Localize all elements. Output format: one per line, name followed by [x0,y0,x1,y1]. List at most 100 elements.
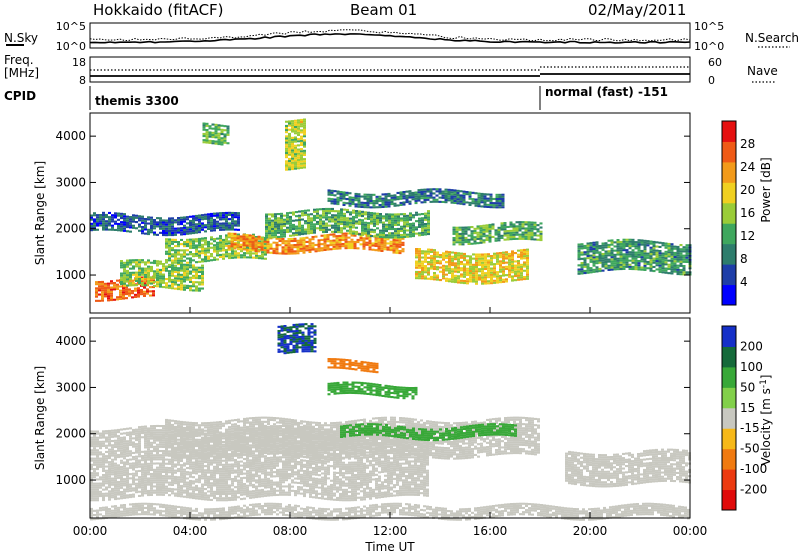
data-cell [205,122,209,125]
data-cell [174,465,177,468]
data-cell [387,205,391,208]
data-cell [207,432,210,435]
data-cell [376,223,379,226]
data-cell [150,218,153,221]
data-cell [123,278,126,281]
data-cell [219,245,222,248]
data-cell [147,280,150,283]
data-cell [634,261,638,264]
data-cell [344,236,348,239]
data-cell [248,244,252,247]
data-cell [685,252,689,255]
data-cell [398,252,402,255]
data-cell [159,439,162,442]
data-cell [634,264,638,267]
data-cell [442,266,445,269]
data-cell [412,228,415,231]
data-cell [619,247,623,250]
data-cell [331,207,334,210]
data-cell [226,127,230,130]
data-cell [494,239,498,242]
data-cell [658,260,662,263]
data-cell [331,230,334,233]
data-cell [210,486,213,489]
data-cell [517,278,520,281]
data-cell [304,228,307,231]
data-cell [174,231,177,234]
data-cell [392,247,396,250]
data-cell [108,496,111,499]
data-cell [117,487,120,490]
data-cell [108,467,111,470]
data-cell [430,275,433,278]
data-cell [333,198,337,201]
data-cell [598,251,602,254]
data-cell [292,232,295,235]
data-cell [442,269,445,272]
data-cell [300,137,303,140]
data-cell [156,493,159,496]
data-cell [210,492,213,495]
data-cell [174,259,177,262]
data-cell [524,229,528,232]
data-cell [397,227,400,230]
data-cell [183,226,186,229]
data-cell [260,248,264,251]
data-cell [577,270,581,273]
data-cell [302,247,306,250]
data-cell [93,228,96,231]
data-cell [90,459,93,462]
data-cell [99,459,102,462]
data-cell [111,483,114,486]
data-cell [105,457,108,460]
data-cell [526,252,529,255]
data-cell [168,481,171,484]
data-cell [518,233,522,236]
data-cell [183,274,186,277]
data-cell [392,249,396,252]
data-cell [222,253,225,256]
data-cell [123,488,126,491]
data-cell [223,125,227,128]
data-cell [265,236,268,239]
data-cell [386,238,390,241]
data-cell [388,213,391,216]
data-cell [274,234,277,237]
data-cell [90,449,93,452]
data-cell [586,267,590,270]
data-cell [159,219,162,222]
data-cell [198,260,201,263]
data-cell [297,167,300,170]
data-cell [156,272,159,275]
data-cell [177,486,180,489]
data-cell [640,260,644,263]
data-cell [141,492,144,495]
data-cell [505,274,508,277]
data-cell [171,255,174,258]
data-cell [289,230,292,233]
data-cell [162,493,165,496]
data-cell [388,232,391,235]
data-cell [460,252,463,255]
data-cell [661,256,665,259]
data-cell [461,234,465,237]
data-cell [129,230,132,233]
data-cell [162,234,165,237]
data-cell [114,439,117,442]
data-cell [150,473,153,476]
data-cell [96,228,99,231]
data-cell [195,459,198,462]
data-cell [527,225,531,228]
data-cell [153,470,156,473]
data-cell [467,228,471,231]
data-cell [335,235,339,238]
data-cell [604,244,608,247]
data-cell [223,137,227,140]
data-cell [226,133,230,136]
data-cell [135,472,138,475]
data-cell [450,189,454,192]
data-cell [162,425,165,428]
data-cell [126,467,129,470]
data-cell [399,201,403,204]
